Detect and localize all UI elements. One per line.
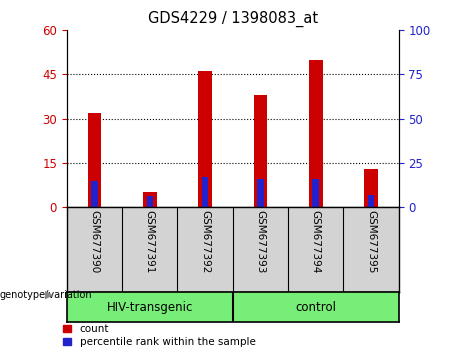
Text: GSM677390: GSM677390: [89, 210, 100, 273]
Bar: [143, 192, 157, 207]
Legend: count, percentile rank within the sample: count, percentile rank within the sample: [63, 324, 255, 347]
Text: GSM677394: GSM677394: [311, 210, 321, 273]
Text: control: control: [296, 301, 336, 314]
Bar: [91, 181, 98, 207]
Bar: [88, 113, 101, 207]
Text: GSM677393: GSM677393: [255, 210, 266, 273]
Bar: [257, 179, 264, 207]
Text: HIV-transgenic: HIV-transgenic: [106, 301, 193, 314]
Text: GSM677392: GSM677392: [200, 210, 210, 273]
Bar: [309, 59, 323, 207]
Bar: [368, 195, 374, 207]
Text: genotype/variation: genotype/variation: [0, 290, 93, 300]
Bar: [364, 169, 378, 207]
Bar: [254, 95, 267, 207]
Title: GDS4229 / 1398083_at: GDS4229 / 1398083_at: [148, 11, 318, 27]
Bar: [147, 196, 153, 207]
Bar: [198, 72, 212, 207]
Bar: [313, 179, 319, 207]
Bar: [202, 177, 208, 207]
Text: GSM677395: GSM677395: [366, 210, 376, 273]
Text: GSM677391: GSM677391: [145, 210, 155, 273]
Text: ▶: ▶: [45, 290, 53, 300]
